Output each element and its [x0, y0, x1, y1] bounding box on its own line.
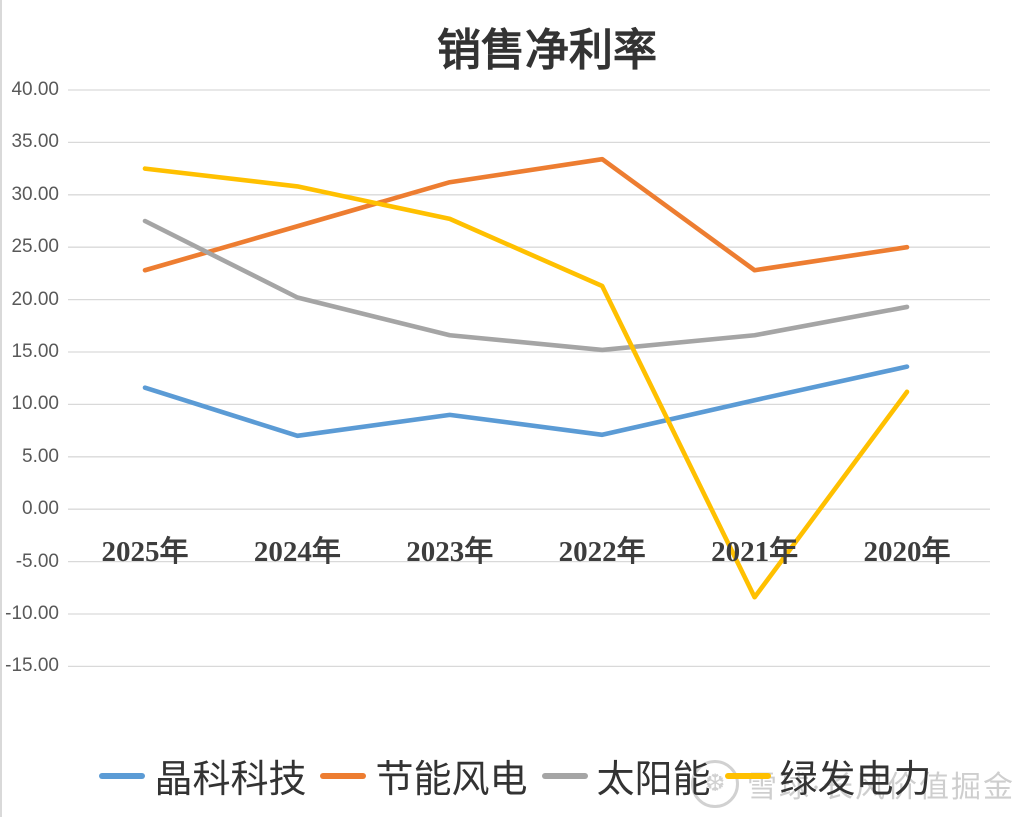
y-axis-tick-label: 30.00 [11, 183, 59, 205]
series-line-1 [142, 364, 910, 439]
x-axis-label: 2023年 [406, 536, 494, 568]
legend-label: 绿发电力 [779, 759, 932, 801]
legend-item-3: 太阳能 [541, 748, 711, 803]
series-line-3 [142, 218, 910, 353]
x-axis-label: 2024年 [253, 536, 341, 568]
y-axis-tick-label: -10.00 [5, 603, 59, 624]
x-axis-label: 2022年 [558, 536, 646, 568]
legend-item-4: 绿发电力 [724, 748, 932, 803]
y-axis-tick-label: -5.00 [15, 550, 59, 572]
watermark-text: 雪球·长风价值掘金 [747, 771, 1015, 804]
legend-swatch-icon [99, 772, 146, 779]
y-axis-tick-label: 20.00 [11, 288, 59, 310]
legend-label: 太阳能 [596, 759, 711, 801]
y-axis-tick-label: 15.00 [11, 341, 59, 362]
x-axis-label: 2021年 [711, 536, 799, 568]
legend-label: 节能风电 [375, 759, 528, 801]
legend-item-2: 节能风电 [320, 748, 528, 803]
series-line-4 [142, 166, 910, 600]
legend-item-1: 晶科科技 [99, 748, 306, 803]
y-axis-tick-label: -15.00 [5, 655, 59, 677]
chart-title: 销售净利率 [437, 26, 657, 75]
y-axis-tick-label: 0.00 [22, 498, 59, 520]
legend: 晶科科技 节能风电 太阳能 绿发电力 [2, 748, 1027, 803]
y-axis-tick-label: 40.00 [11, 79, 59, 100]
snowball-logo-icon: ❆ [691, 760, 739, 808]
x-axis-label: 2020年 [863, 536, 951, 568]
watermark: ❆ 雪球·长风价值掘金 [691, 760, 1015, 808]
y-axis-tick-label: 10.00 [11, 393, 59, 415]
legend-swatch-icon [320, 772, 367, 779]
x-axis-label: 2025年 [101, 536, 189, 568]
legend-label: 晶科科技 [154, 759, 307, 801]
series-line-2 [142, 156, 910, 273]
y-axis-tick-label: 35.00 [11, 131, 59, 153]
legend-swatch-icon [724, 772, 771, 779]
y-axis-tick-label: 25.00 [11, 236, 59, 258]
legend-swatch-icon [541, 772, 588, 779]
y-axis-tick-label: 5.00 [22, 445, 59, 467]
